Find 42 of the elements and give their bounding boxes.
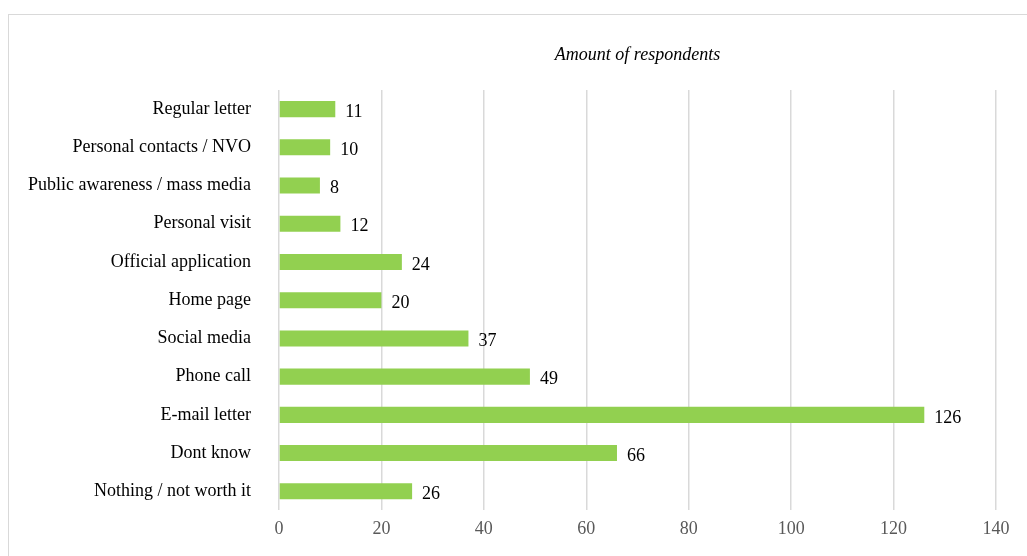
x-tick-label: 120 [880, 517, 908, 538]
data-label: 49 [539, 368, 558, 389]
y-tick-label: Nothing / not worth it [93, 480, 251, 501]
data-label: 12 [350, 215, 369, 236]
y-tick-label: Official application [110, 250, 251, 271]
bar [279, 445, 617, 462]
data-label: 10 [340, 139, 359, 160]
x-tick-label: 40 [474, 517, 493, 538]
bar [279, 139, 331, 156]
data-label: 24 [411, 253, 430, 274]
bar [279, 330, 469, 347]
data-label: 126 [934, 406, 962, 427]
bar [279, 253, 402, 271]
data-label: 26 [422, 483, 441, 504]
y-tick-label: E-mail letter [160, 403, 251, 424]
y-tick-label: Phone call [175, 365, 251, 386]
x-tick-label: 80 [679, 517, 698, 538]
x-tick-label: 140 [982, 517, 1010, 538]
bar [279, 177, 320, 194]
y-tick-label: Dont know [170, 441, 251, 462]
chart-title: Amount of respondents [553, 43, 721, 64]
bar [279, 292, 382, 309]
y-tick-label: Personal contacts / NVO [72, 136, 251, 157]
bar [279, 406, 925, 423]
x-tick-label: 20 [372, 517, 391, 538]
data-label: 37 [478, 330, 497, 351]
bar [279, 101, 336, 118]
y-tick-label: Personal visit [153, 212, 251, 233]
data-label: 66 [626, 444, 645, 465]
x-tick-label: 60 [577, 517, 596, 538]
bar [279, 368, 530, 385]
y-tick-label: Regular letter [152, 97, 251, 118]
y-tick-label: Social media [157, 327, 251, 348]
data-label: 20 [391, 291, 410, 312]
x-tick-label: 100 [777, 517, 805, 538]
data-label: 8 [329, 177, 339, 198]
y-tick-label: Public awareness / mass media [27, 174, 251, 195]
y-tick-label: Home page [168, 288, 251, 309]
data-label: 11 [345, 100, 363, 121]
bar [279, 483, 413, 500]
x-tick-label: 0 [274, 517, 284, 538]
bar [279, 215, 341, 232]
